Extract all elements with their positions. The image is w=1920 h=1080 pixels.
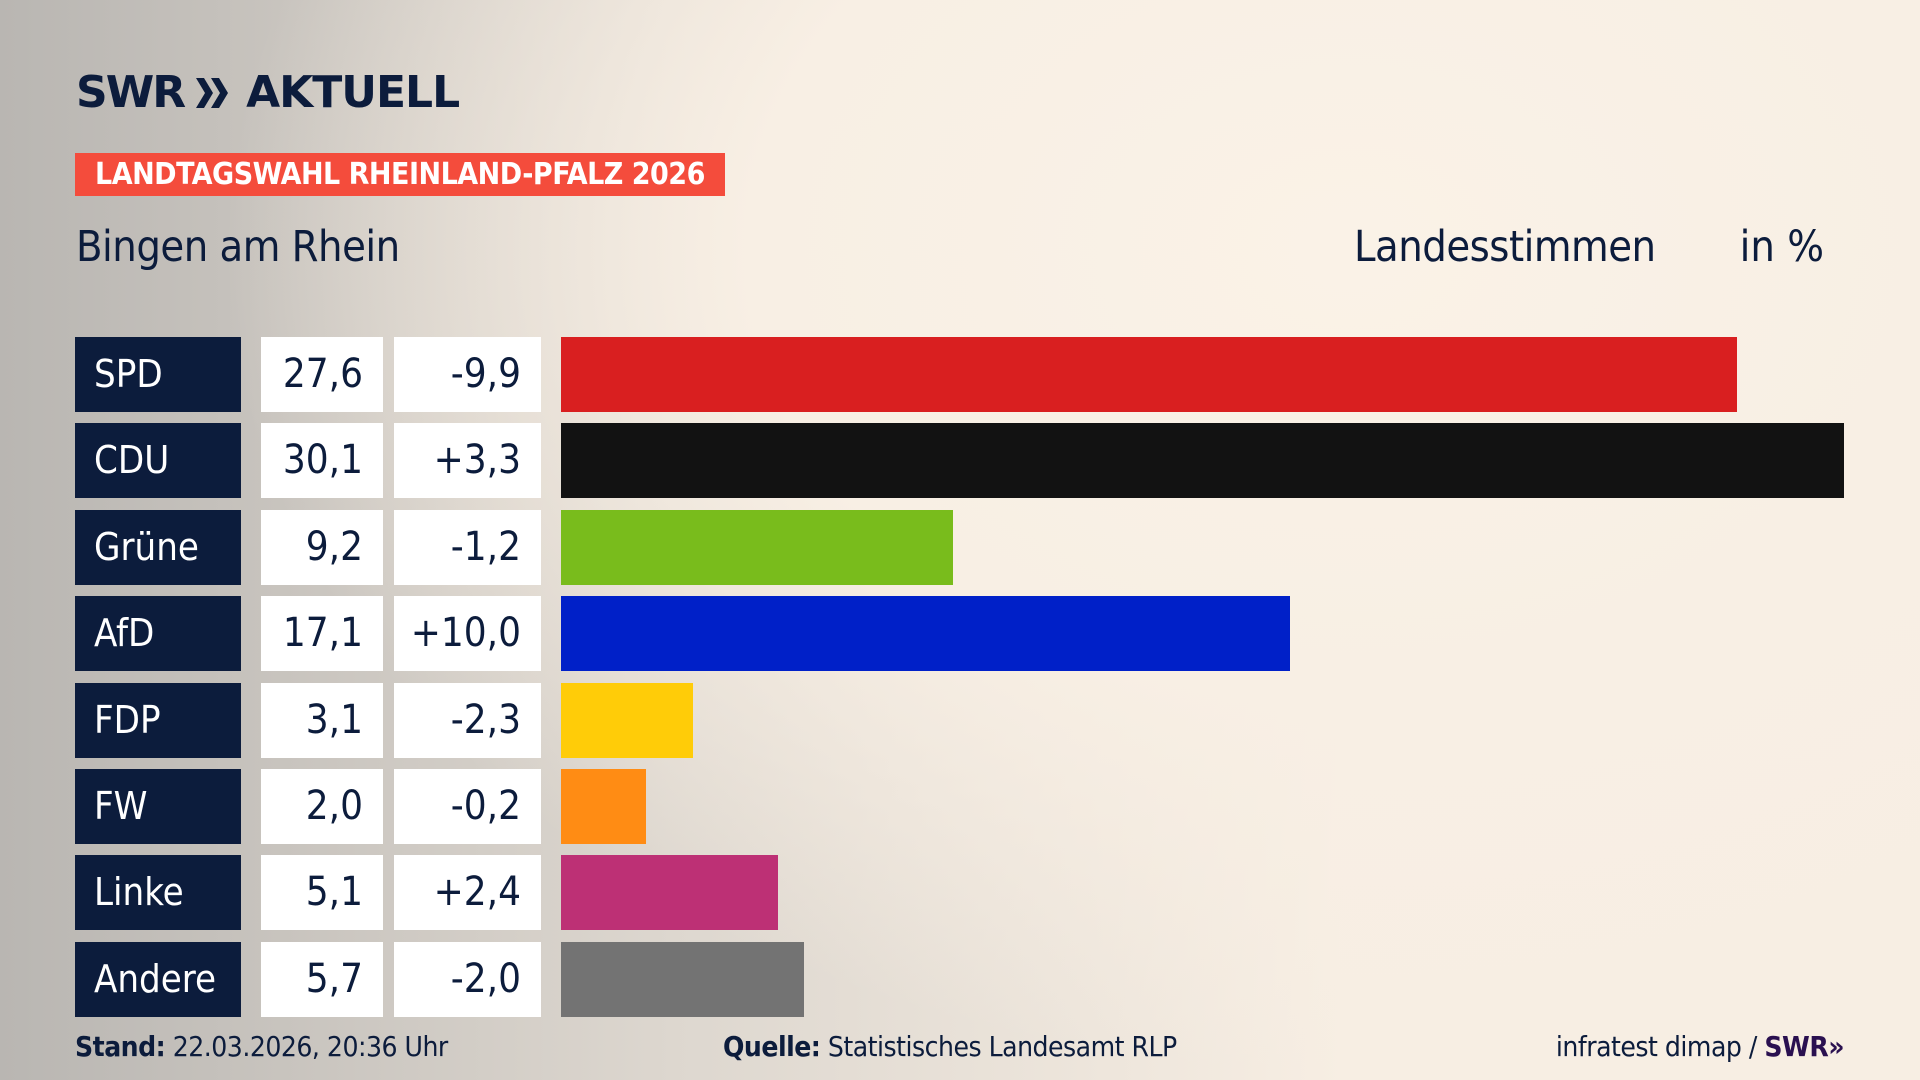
vote-share-value: 9,2	[261, 509, 383, 585]
double-chevron-icon	[196, 78, 229, 108]
party-row: CDU 30,1 +3,3	[0, 423, 1920, 499]
party-name: AfD	[75, 596, 241, 672]
party-row: Andere 5,7 -2,0	[0, 941, 1920, 1017]
credit-swr-logo: SWR	[1764, 1030, 1829, 1063]
vote-share-bar	[561, 941, 804, 1017]
vote-share-bar	[561, 337, 1738, 412]
vote-share-bar	[561, 423, 1844, 499]
election-banner: LANDTAGSWAHL RHEINLAND-PFALZ 2026	[75, 153, 725, 196]
party-name: CDU	[75, 423, 241, 499]
party-name: SPD	[75, 337, 241, 412]
vote-share-value: 5,1	[261, 855, 383, 931]
vote-share-value: 17,1	[261, 596, 383, 672]
party-name: Andere	[75, 941, 241, 1017]
vote-share-value: 3,1	[261, 682, 383, 758]
stand-value: 22.03.2026, 20:36 Uhr	[172, 1030, 449, 1063]
unit-label: in %	[1739, 222, 1824, 272]
vote-share-bar	[561, 855, 779, 931]
source-value: Statistisches Landesamt RLP	[827, 1030, 1177, 1063]
vote-change-value: +10,0	[394, 596, 541, 672]
region-title: Bingen am Rhein	[76, 222, 400, 272]
vote-share-value: 30,1	[261, 423, 383, 499]
party-row: FW 2,0 -0,2	[0, 769, 1920, 844]
credit-text: infratest dimap /	[1555, 1030, 1757, 1063]
party-row: Linke 5,1 +2,4	[0, 855, 1920, 931]
party-name: FW	[75, 769, 241, 844]
credit: infratest dimap / SWR»	[1555, 1030, 1845, 1063]
source: Quelle: Statistisches Landesamt RLP	[723, 1030, 1177, 1063]
vote-share-bar	[561, 509, 954, 585]
stand-label: Stand:	[75, 1030, 166, 1063]
swr-aktuell-logo: SWR AKTUELL	[76, 67, 460, 118]
double-chevron-icon: »	[1828, 1030, 1844, 1063]
timestamp: Stand: 22.03.2026, 20:36 Uhr	[75, 1030, 448, 1063]
source-label: Quelle:	[723, 1030, 821, 1063]
vote-share-value: 27,6	[261, 337, 383, 412]
vote-change-value: -0,2	[394, 769, 541, 844]
vote-change-value: -9,9	[394, 337, 541, 412]
party-row: AfD 17,1 +10,0	[0, 596, 1920, 672]
vote-share-value: 5,7	[261, 941, 383, 1017]
vote-change-value: -2,0	[394, 941, 541, 1017]
vote-change-value: -2,3	[394, 682, 541, 758]
party-name: Grüne	[75, 509, 241, 585]
party-row: FDP 3,1 -2,3	[0, 682, 1920, 758]
vote-share-bar	[561, 682, 694, 758]
logo-swr-text: SWR	[76, 67, 186, 118]
vote-share-value: 2,0	[261, 769, 383, 844]
party-row: Grüne 9,2 -1,2	[0, 509, 1920, 585]
party-name: Linke	[75, 855, 241, 931]
vote-change-value: -1,2	[394, 509, 541, 585]
vote-change-value: +3,3	[394, 423, 541, 499]
vote-change-value: +2,4	[394, 855, 541, 931]
vote-type-label: Landesstimmen	[1354, 222, 1656, 272]
party-row: SPD 27,6 -9,9	[0, 337, 1920, 412]
logo-aktuell-text: AKTUELL	[246, 67, 460, 118]
vote-share-bar	[561, 769, 647, 844]
vote-share-bar	[561, 596, 1290, 672]
party-name: FDP	[75, 682, 241, 758]
